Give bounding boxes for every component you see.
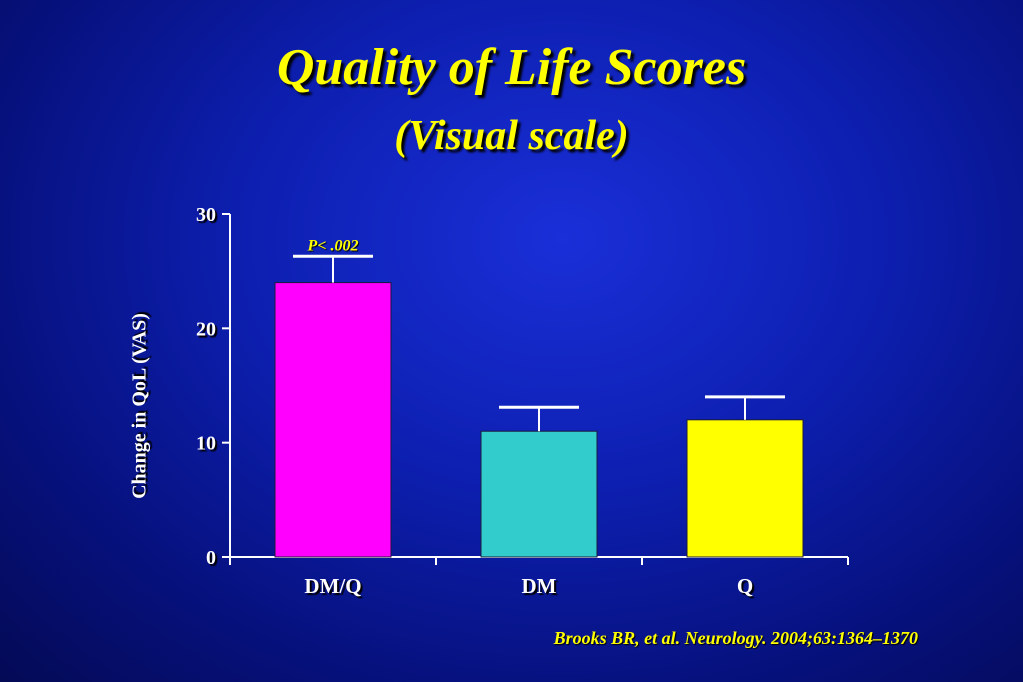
chart-title: Quality of Life Scores	[276, 39, 747, 96]
y-tick-label: 20	[196, 318, 216, 340]
chart-subtitle: (Visual scale)	[394, 113, 629, 159]
bar-q	[686, 419, 804, 558]
bar-dm-q	[274, 282, 392, 558]
x-tick-label: Q	[737, 574, 753, 598]
x-tick-label: DM	[522, 574, 557, 598]
p-value-annotation: P< .002	[307, 237, 359, 254]
y-tick-label: 10	[196, 433, 216, 455]
y-tick-label: 0	[206, 547, 216, 569]
y-tick-label: 30	[196, 204, 216, 226]
citation: Brooks BR, et al. Neurology. 2004;63:136…	[553, 628, 918, 648]
bar-dm	[480, 430, 598, 558]
x-tick-label: DM/Q	[304, 574, 361, 598]
